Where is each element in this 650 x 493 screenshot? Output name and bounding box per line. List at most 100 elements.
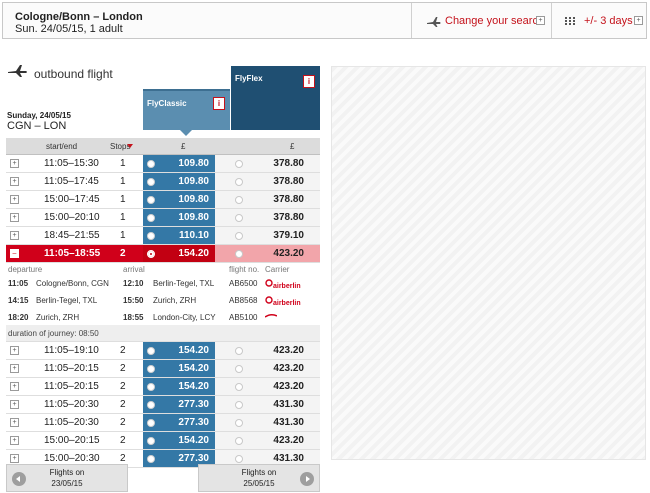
fare-cell-flex[interactable]: 378.80: [215, 209, 320, 226]
fare-cell-classic[interactable]: 277.30: [143, 450, 215, 467]
fare-cell-flex[interactable]: 423.20: [215, 245, 320, 262]
fare-column-flyflex[interactable]: FlyFlex i: [231, 66, 320, 130]
expand-icon[interactable]: +: [10, 231, 19, 240]
expand-icon[interactable]: +: [10, 213, 19, 222]
fare-cell-flex[interactable]: 423.20: [215, 432, 320, 449]
fare-cell-flex[interactable]: 431.30: [215, 414, 320, 431]
expand-icon[interactable]: +: [10, 159, 19, 168]
fare-cell-flex[interactable]: 423.20: [215, 342, 320, 359]
radio[interactable]: [147, 178, 155, 186]
table-row-selected[interactable]: – 11:05–18:55 2 154.20 423.20: [6, 245, 320, 263]
table-row[interactable]: +11:05–17:45 1 109.80 378.80: [6, 173, 320, 191]
header-start-end[interactable]: start/end: [46, 142, 78, 151]
header-stops[interactable]: Stops: [110, 142, 131, 151]
fare-cell-flex[interactable]: 431.30: [215, 396, 320, 413]
radio[interactable]: [235, 232, 243, 240]
flex-days-link[interactable]: +/- 3 days: [584, 15, 633, 27]
radio[interactable]: [147, 160, 155, 168]
fare-cell-classic[interactable]: 154.20: [143, 360, 215, 377]
radio[interactable]: [147, 437, 155, 445]
fare-cell-classic[interactable]: 109.80: [143, 209, 215, 226]
table-row[interactable]: +11:05–19:10 2 154.20 423.20: [6, 342, 320, 360]
fare-cell-flex[interactable]: 378.80: [215, 155, 320, 172]
fare-cell-classic[interactable]: 109.80: [143, 155, 215, 172]
fare-cell-classic[interactable]: 110.10: [143, 227, 215, 244]
info-icon[interactable]: i: [213, 97, 225, 110]
fare-cell-classic[interactable]: 277.30: [143, 396, 215, 413]
table-row[interactable]: +18:45–21:55 1 110.10 379.10: [6, 227, 320, 245]
radio[interactable]: [147, 347, 155, 355]
fare-column-flyclassic[interactable]: FlyClassic i: [143, 89, 230, 130]
radio[interactable]: [235, 401, 243, 409]
expand-icon[interactable]: +: [10, 177, 19, 186]
radio[interactable]: [147, 419, 155, 427]
price-flex: 431.30: [273, 417, 304, 428]
fare-cell-classic[interactable]: 154.20: [143, 432, 215, 449]
info-icon[interactable]: i: [303, 75, 315, 88]
row-stops: 1: [120, 212, 126, 223]
table-row[interactable]: +11:05–20:15 2 154.20 423.20: [6, 360, 320, 378]
radio[interactable]: [235, 383, 243, 391]
next-day-button[interactable]: Flights on 25/05/15: [198, 464, 320, 492]
flex-days-expand-icon[interactable]: +: [634, 16, 643, 25]
airberlin-logo: airberlin: [265, 296, 301, 307]
fare-cell-classic[interactable]: 154.20: [143, 245, 215, 262]
radio[interactable]: [235, 214, 243, 222]
expand-icon[interactable]: +: [10, 436, 19, 445]
expand-icon[interactable]: +: [10, 418, 19, 427]
fare-cell-flex[interactable]: 423.20: [215, 360, 320, 377]
table-row[interactable]: +11:05–20:30 2 277.30 431.30: [6, 414, 320, 432]
fare-cell-classic[interactable]: 154.20: [143, 378, 215, 395]
radio[interactable]: [147, 214, 155, 222]
expand-icon[interactable]: +: [10, 346, 19, 355]
radio[interactable]: [235, 437, 243, 445]
fare-cell-flex[interactable]: 431.30: [215, 450, 320, 467]
radio-selected[interactable]: [147, 250, 155, 258]
fare-cell-classic[interactable]: 277.30: [143, 414, 215, 431]
change-search-link[interactable]: Change your search: [445, 15, 545, 27]
expand-icon[interactable]: +: [10, 364, 19, 373]
radio[interactable]: [147, 383, 155, 391]
change-search-expand-icon[interactable]: +: [536, 16, 545, 25]
row-stops: 2: [120, 345, 126, 356]
table-row[interactable]: +15:00–20:30 2 277.30 431.30: [6, 450, 320, 468]
table-row[interactable]: +15:00–17:45 1 109.80 378.80: [6, 191, 320, 209]
table-row[interactable]: +15:00–20:15 2 154.20 423.20: [6, 432, 320, 450]
segment-arrival: Zurich, ZRH: [153, 296, 197, 305]
fare-cell-classic[interactable]: 109.80: [143, 191, 215, 208]
radio[interactable]: [235, 347, 243, 355]
radio[interactable]: [147, 232, 155, 240]
expand-icon[interactable]: +: [10, 382, 19, 391]
table-row[interactable]: +11:05–15:30 1 109.80 378.80: [6, 155, 320, 173]
fare-cell-flex[interactable]: 423.20: [215, 378, 320, 395]
fare-cell-flex[interactable]: 379.10: [215, 227, 320, 244]
fare-cell-flex[interactable]: 378.80: [215, 173, 320, 190]
fare-cell-classic[interactable]: 154.20: [143, 342, 215, 359]
radio[interactable]: [235, 160, 243, 168]
segment-arrival: London-City, LCY: [153, 313, 216, 322]
radio[interactable]: [235, 455, 243, 463]
expand-icon[interactable]: +: [10, 195, 19, 204]
outbound-title: outbound flight: [34, 67, 113, 81]
fare-cell-classic[interactable]: 109.80: [143, 173, 215, 190]
expand-icon[interactable]: +: [10, 400, 19, 409]
carrier-name: airberlin: [273, 283, 301, 290]
table-row[interactable]: +11:05–20:30 2 277.30 431.30: [6, 396, 320, 414]
radio[interactable]: [147, 196, 155, 204]
table-row[interactable]: +15:00–20:10 1 109.80 378.80: [6, 209, 320, 227]
collapse-icon[interactable]: –: [10, 249, 19, 258]
radio[interactable]: [147, 365, 155, 373]
radio[interactable]: [147, 455, 155, 463]
radio[interactable]: [235, 365, 243, 373]
prev-day-button[interactable]: Flights on 23/05/15: [6, 464, 128, 492]
radio[interactable]: [147, 401, 155, 409]
flight-segment: 18:20 Zurich, ZRH 18:55 London-City, LCY AB5…: [6, 309, 320, 326]
radio[interactable]: [235, 250, 243, 258]
table-row[interactable]: +11:05–20:15 2 154.20 423.20: [6, 378, 320, 396]
expand-icon[interactable]: +: [10, 454, 19, 463]
price-flex: 378.80: [273, 212, 304, 223]
radio[interactable]: [235, 196, 243, 204]
fare-cell-flex[interactable]: 378.80: [215, 191, 320, 208]
radio[interactable]: [235, 178, 243, 186]
radio[interactable]: [235, 419, 243, 427]
